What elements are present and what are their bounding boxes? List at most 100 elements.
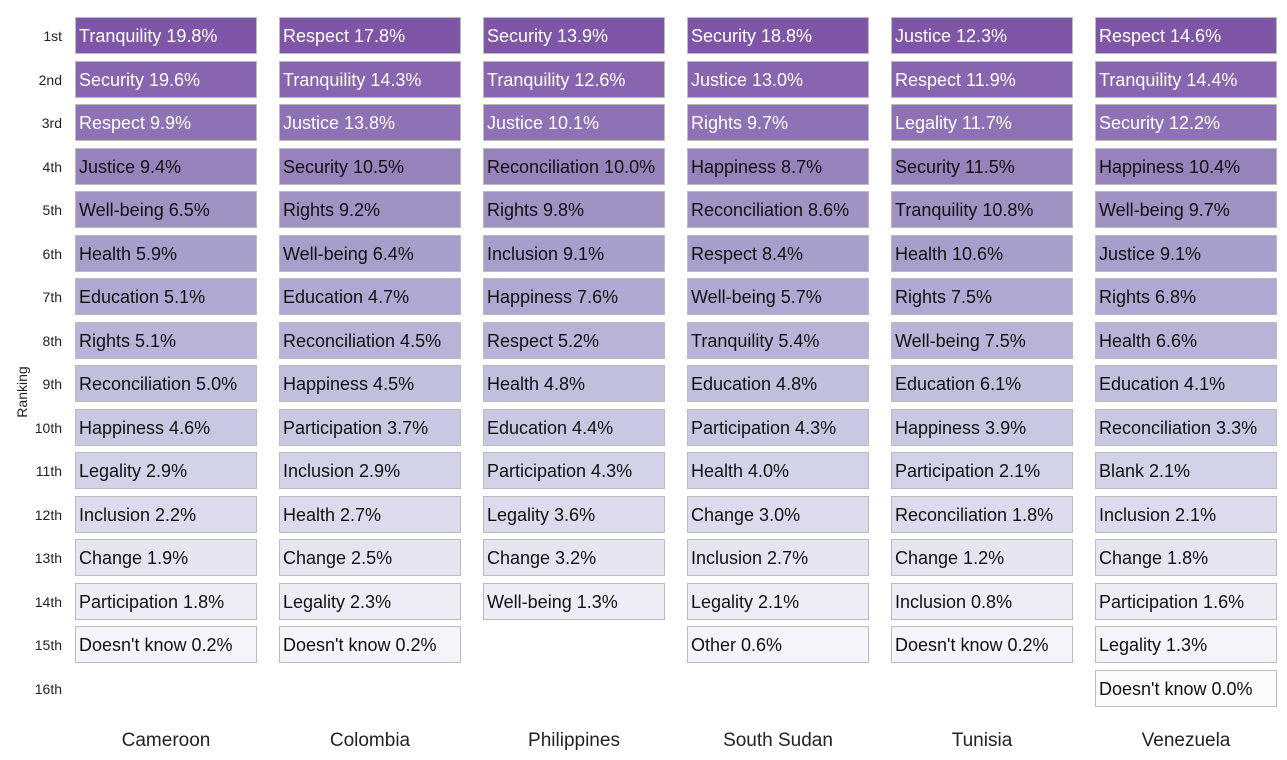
rank-cell: Health 6.6% [1095, 321, 1277, 359]
rank-cell: Legality 11.7% [891, 104, 1073, 141]
rank-cell: Change 3.0% [687, 495, 869, 533]
rank-cell: Reconciliation 1.8% [891, 495, 1073, 533]
rank-cell: Happiness 8.7% [687, 147, 869, 185]
rank-cell: Doesn't know 0.0% [1095, 669, 1277, 707]
rank-cell: Legality 3.6% [483, 495, 665, 533]
rank-label: 8th [42, 332, 62, 349]
rank-cell: Legality 2.1% [687, 582, 869, 620]
rank-cell: Respect 9.9% [75, 104, 257, 141]
rank-label: 5th [42, 202, 62, 218]
rank-cell: Justice 9.4% [75, 147, 257, 185]
rank-cell: Health 4.8% [483, 365, 665, 402]
rank-cell: Participation 4.3% [687, 408, 869, 446]
rank-cell: Tranquility 10.8% [891, 191, 1073, 228]
rank-cell: Doesn't know 0.2% [75, 626, 257, 663]
rank-label: 9th [42, 376, 62, 392]
country-label: Philippines [528, 730, 620, 751]
country-label: Colombia [329, 730, 411, 751]
rank-label: 15th [34, 637, 62, 653]
rank-cell: Education 4.7% [279, 278, 461, 315]
rank-cell: Inclusion 0.8% [891, 582, 1073, 620]
rank-label: 1st [43, 28, 62, 44]
rank-cell: Respect 14.6% [1095, 17, 1277, 54]
rank-label: 12th [34, 506, 62, 523]
rank-cell: Reconciliation 4.5% [279, 321, 461, 359]
rank-cell: Other 0.6% [687, 626, 869, 663]
rank-cell: Security 10.5% [279, 147, 461, 185]
rank-cell: Justice 13.0% [687, 60, 869, 98]
rank-cell: Happiness 4.6% [75, 408, 257, 446]
rank-cell: Well-being 5.7% [687, 278, 869, 315]
rank-cell: Respect 5.2% [483, 321, 665, 359]
rank-cell: Rights 9.2% [279, 191, 461, 228]
rank-cell: Happiness 4.5% [279, 365, 461, 402]
rank-cell: Inclusion 2.7% [687, 539, 869, 576]
rank-cell: Reconciliation 8.6% [687, 191, 869, 228]
rank-cell: Tranquility 5.4% [687, 321, 869, 359]
rank-label: 10th [34, 419, 62, 436]
rank-label: 7th [42, 289, 62, 305]
rank-cell: Reconciliation 3.3% [1095, 408, 1277, 446]
rank-label: 13th [34, 550, 62, 566]
rank-cell: Rights 9.8% [483, 191, 665, 228]
rank-cell: Inclusion 2.1% [1095, 495, 1277, 533]
rank-cell: Participation 3.7% [279, 408, 461, 446]
rank-cell: Happiness 3.9% [891, 408, 1073, 446]
rank-cell: Change 1.8% [1095, 539, 1277, 576]
rank-label: 3rd [41, 115, 62, 131]
rank-cell: Participation 4.3% [483, 452, 665, 489]
rank-cell: Justice 9.1% [1095, 234, 1277, 272]
rank-cell: Happiness 7.6% [483, 278, 665, 315]
rank-cell: Well-being 1.3% [483, 582, 665, 620]
rank-cell: Respect 11.9% [891, 60, 1073, 98]
rank-cell: Security 13.9% [483, 17, 665, 54]
rank-cell: Reconciliation 10.0% [483, 147, 665, 185]
rank-label: 6th [42, 245, 62, 262]
rank-cell: Security 19.6% [75, 60, 257, 98]
rank-cell: Participation 1.8% [75, 582, 257, 620]
rank-cell: Reconciliation 5.0% [75, 365, 257, 402]
rank-cell: Participation 1.6% [1095, 582, 1277, 620]
rank-label: 11th [35, 463, 62, 479]
rank-cell: Tranquility 19.8% [75, 17, 257, 54]
rank-cell: Well-being 9.7% [1095, 191, 1277, 228]
rank-cell: Health 5.9% [75, 234, 257, 272]
rank-cell: Health 2.7% [279, 495, 461, 533]
rank-cell: Rights 9.7% [687, 104, 869, 141]
rank-cell: Change 2.5% [279, 539, 461, 576]
rank-cell: Doesn't know 0.2% [891, 626, 1073, 663]
country-label: Tunisia [951, 730, 1013, 751]
rank-cell: Education 6.1% [891, 365, 1073, 402]
rank-label: 2nd [38, 71, 62, 88]
rank-cell: Well-being 6.5% [75, 191, 257, 228]
rank-label: 16th [34, 680, 62, 697]
rank-cell: Legality 1.3% [1095, 626, 1277, 663]
rank-cell: Happiness 10.4% [1095, 147, 1277, 185]
country-label: South Sudan [723, 730, 833, 751]
rank-cell: Legality 2.3% [279, 582, 461, 620]
rank-cell: Well-being 7.5% [891, 321, 1073, 359]
rank-cell: Respect 8.4% [687, 234, 869, 272]
rank-cell: Justice 12.3% [891, 17, 1073, 54]
rank-cell: Rights 6.8% [1095, 278, 1277, 315]
country-label: Venezuela [1141, 730, 1231, 751]
rank-cell: Education 4.4% [483, 408, 665, 446]
rank-cell: Security 12.2% [1095, 104, 1277, 141]
country-label: Cameroon [121, 730, 211, 751]
rank-cell: Change 3.2% [483, 539, 665, 576]
rank-label: 4th [42, 158, 62, 175]
rank-cell: Change 1.2% [891, 539, 1073, 576]
rank-cell: Blank 2.1% [1095, 452, 1277, 489]
rank-cell: Tranquility 14.4% [1095, 60, 1277, 98]
rank-cell: Education 4.8% [687, 365, 869, 402]
rank-cell: Security 11.5% [891, 147, 1073, 185]
rank-cell: Rights 7.5% [891, 278, 1073, 315]
rank-cell: Inclusion 9.1% [483, 234, 665, 272]
rank-cell: Tranquility 12.6% [483, 60, 665, 98]
rank-cell: Health 4.0% [687, 452, 869, 489]
rank-cell: Legality 2.9% [75, 452, 257, 489]
rank-cell: Justice 10.1% [483, 104, 665, 141]
rank-cell: Tranquility 14.3% [279, 60, 461, 98]
rank-cell: Participation 2.1% [891, 452, 1073, 489]
